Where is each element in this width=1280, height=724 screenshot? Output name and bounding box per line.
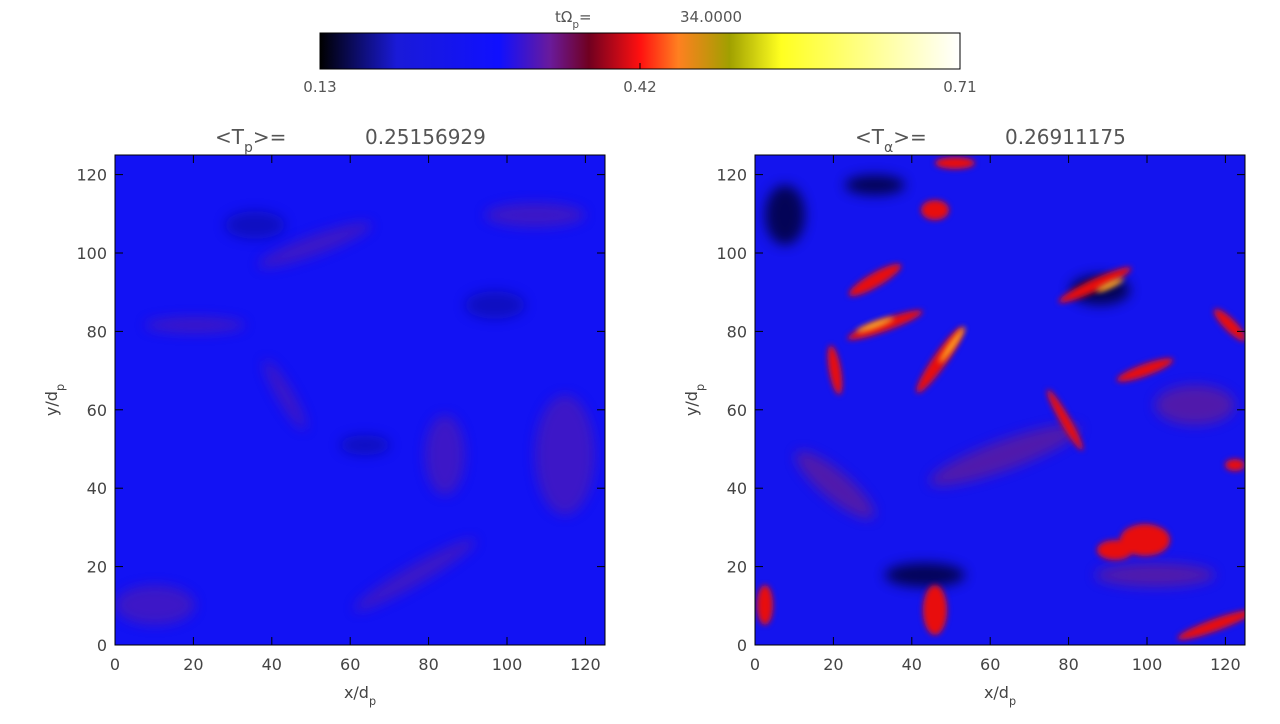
x-tick-label: 0 bbox=[750, 655, 760, 674]
subscript: p bbox=[572, 19, 579, 31]
y-axis-label: y/dp bbox=[42, 384, 67, 416]
x-tick-label: 100 bbox=[1132, 655, 1163, 674]
x-tick-label: 40 bbox=[902, 655, 922, 674]
y-tick-label: 120 bbox=[76, 166, 107, 185]
x-tick-label: 0 bbox=[110, 655, 120, 674]
y-tick-label: 20 bbox=[87, 558, 107, 577]
equals: >= bbox=[893, 125, 927, 149]
subscript: p bbox=[54, 384, 67, 391]
panel-title: <Tα>= bbox=[855, 125, 927, 156]
y-tick-label: 100 bbox=[76, 244, 107, 263]
x-tick-label: 40 bbox=[262, 655, 282, 674]
y-tick-label: 20 bbox=[727, 558, 747, 577]
x-tick-label: 20 bbox=[823, 655, 843, 674]
y-tick-label: 60 bbox=[87, 401, 107, 420]
x-tick-label: 120 bbox=[1210, 655, 1241, 674]
y-tick-label: 0 bbox=[737, 636, 747, 655]
colorbar-tick-label: 0.42 bbox=[623, 78, 656, 96]
x-axis-label: x/dp bbox=[344, 683, 376, 708]
panel-mean: 0.25156929 bbox=[365, 125, 486, 149]
x-tick-label: 120 bbox=[570, 655, 601, 674]
plot-frame bbox=[754, 154, 1246, 646]
title-text: <T bbox=[215, 125, 245, 149]
title-text: <T bbox=[855, 125, 885, 149]
y-tick-label: 100 bbox=[716, 244, 747, 263]
x-tick-label: 20 bbox=[183, 655, 203, 674]
plot-frame bbox=[114, 154, 606, 646]
y-tick-label: 40 bbox=[727, 479, 747, 498]
equals: >= bbox=[253, 125, 287, 149]
field-right bbox=[755, 155, 1245, 645]
colorbar-tick-label: 0.71 bbox=[943, 78, 976, 96]
subscript: p bbox=[369, 695, 376, 708]
y-tick-label: 40 bbox=[87, 479, 107, 498]
y-tick-label: 120 bbox=[716, 166, 747, 185]
x-tick-label: 80 bbox=[1058, 655, 1078, 674]
y-tick-label: 60 bbox=[727, 401, 747, 420]
y-axis-label: y/dp bbox=[682, 384, 707, 416]
colorbar-tick-label: 0.13 bbox=[303, 78, 336, 96]
y-tick-label: 80 bbox=[727, 322, 747, 341]
x-label-text: x/d bbox=[344, 683, 369, 702]
y-label-text: y/d bbox=[42, 391, 61, 416]
subscript: α bbox=[884, 140, 893, 156]
x-axis-label: x/dp bbox=[984, 683, 1016, 708]
subscript: p bbox=[244, 140, 253, 156]
y-tick-label: 80 bbox=[87, 322, 107, 341]
subscript: p bbox=[694, 384, 707, 391]
x-tick-label: 80 bbox=[418, 655, 438, 674]
panel-title: <Tp>= bbox=[215, 125, 286, 156]
time-label: tΩp= bbox=[555, 8, 592, 31]
x-tick-label: 100 bbox=[492, 655, 523, 674]
x-label-text: x/d bbox=[984, 683, 1009, 702]
time-symbol: tΩ bbox=[555, 8, 572, 26]
equals: = bbox=[579, 8, 592, 26]
field-left bbox=[115, 155, 605, 645]
x-tick-label: 60 bbox=[340, 655, 360, 674]
x-tick-label: 60 bbox=[980, 655, 1000, 674]
time-value: 34.0000 bbox=[680, 8, 742, 26]
y-tick-label: 0 bbox=[97, 636, 107, 655]
y-label-text: y/d bbox=[682, 391, 701, 416]
subscript: p bbox=[1009, 695, 1016, 708]
panel-mean: 0.26911175 bbox=[1005, 125, 1126, 149]
